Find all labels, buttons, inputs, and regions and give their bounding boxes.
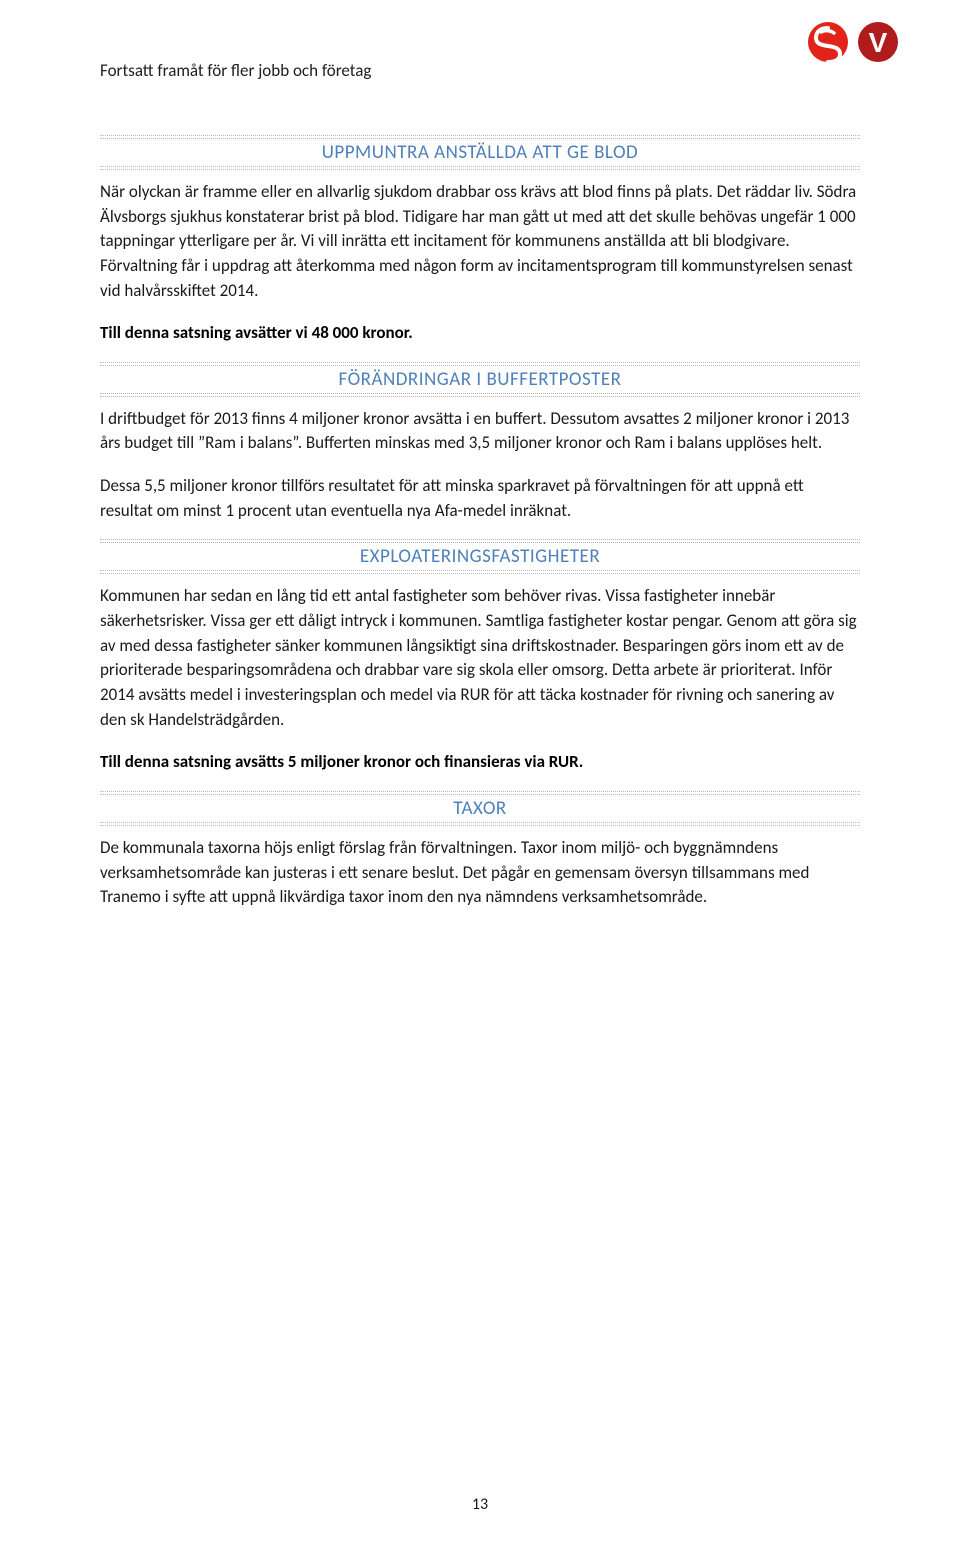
socialdemokraterna-logo-icon — [806, 20, 850, 69]
section-heading-exploatering: EXPLOATERINGSFASTIGHETER — [100, 541, 860, 572]
section-body: I driftbudget för 2013 finns 4 miljoner … — [100, 407, 860, 456]
document-page: Fortsatt framåt för fler jobb och företa… — [0, 0, 960, 988]
section-emphasis: Till denna satsning avsätts 5 miljoner k… — [100, 750, 860, 775]
party-logos: V — [806, 20, 900, 69]
section-body: De kommunala taxorna höjs enligt förslag… — [100, 836, 860, 910]
section-body: Kommunen har sedan en lång tid ett antal… — [100, 584, 860, 732]
section-emphasis: Till denna satsning avsätter vi 48 000 k… — [100, 321, 860, 346]
section-body: När olyckan är framme eller en allvarlig… — [100, 180, 860, 303]
section-heading-buffert: FÖRÄNDRINGAR I BUFFERTPOSTER — [100, 364, 860, 395]
section-body: Dessa 5,5 miljoner kronor tillförs resul… — [100, 474, 860, 523]
svg-text:V: V — [869, 27, 888, 58]
section-heading-blod: UPPMUNTRA ANSTÄLLDA ATT GE BLOD — [100, 137, 860, 168]
header-title: Fortsatt framåt för fler jobb och företa… — [100, 48, 860, 81]
vansterpartiet-logo-icon: V — [856, 20, 900, 69]
section-heading-taxor: TAXOR — [100, 793, 860, 824]
page-number: 13 — [0, 1495, 960, 1514]
page-header: Fortsatt framåt för fler jobb och företa… — [100, 48, 860, 81]
